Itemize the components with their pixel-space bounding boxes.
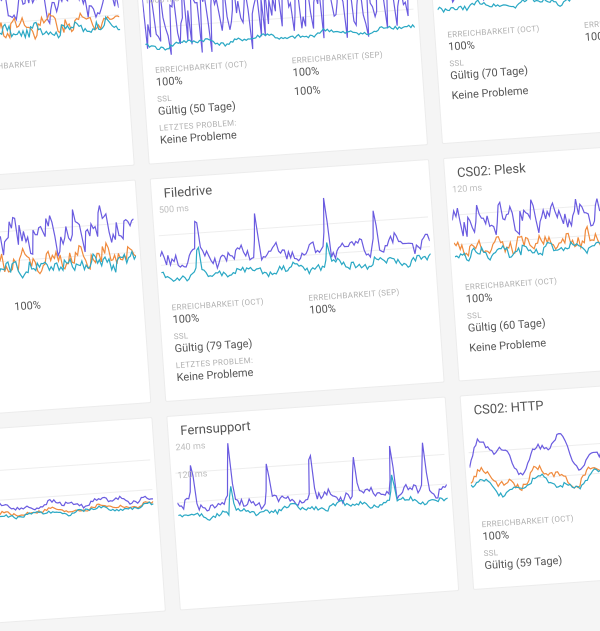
- monitor-card[interactable]: ERREICHBARKEIT (SEP)100%: [0, 417, 166, 631]
- chart-series-line: [173, 428, 447, 516]
- reachability-sep-value: [30, 530, 147, 538]
- chart-series-line: [176, 471, 448, 522]
- card-meta: RBARKEIT (SEP)100%: [0, 282, 145, 339]
- chart-series-line: [470, 459, 600, 500]
- monitor-card[interactable]: Filedrive500 msERREICHBARKEIT (OCT)100%E…: [150, 159, 445, 402]
- chart-series-line: [0, 6, 120, 51]
- reachability-sep-label: HBARKEIT: [0, 54, 115, 71]
- ssl-pct-value: 100%: [294, 77, 412, 98]
- reachability-sep-label: [30, 529, 147, 537]
- reachability-sep-value: 100%: [14, 292, 132, 313]
- monitor-card[interactable]: RBARKEIT (SEP)100%: [0, 180, 151, 423]
- reachability-sep-label: [325, 523, 442, 531]
- reachability-oct-value: 100%: [0, 548, 12, 569]
- chart-series-line: [160, 231, 432, 284]
- chart-series-line: [437, 0, 600, 15]
- monitor-card[interactable]: 1600 ms800 msERREICHBARKEIT (OCT)100%ERR…: [426, 0, 600, 144]
- monitor-card[interactable]: RBARKEIT (SEP)HBARKEIT: [0, 0, 135, 185]
- reachability-sep-value: [325, 524, 442, 532]
- chart-series-line: [157, 191, 431, 272]
- reachability-oct-label: [188, 533, 305, 541]
- reachability-oct-value: [188, 534, 305, 542]
- monitor-card[interactable]: Cloud-Learning.App2000 ms1000 msERREICHB…: [133, 0, 428, 165]
- chart-series-line: [467, 416, 600, 480]
- monitor-card[interactable]: CS02: HTTPERREICHBARKEIT (OCT)100%ERREIC…: [460, 376, 600, 590]
- chart-series-line: [451, 186, 600, 243]
- monitor-card[interactable]: CS02: Plesk120 msERREICHBARKEIT (OCT)100…: [443, 139, 600, 382]
- card-meta: ERREICHBARKEIT (OCT)100%ERREICHBARKEIT (…: [159, 277, 444, 401]
- card-meta: RBARKEIT (SEP)HBARKEIT: [0, 45, 128, 98]
- monitor-card[interactable]: Fernsupport240 ms120 ms: [166, 396, 459, 610]
- dashboard-grid: RBARKEIT (SEP)HBARKEITCloud-Learning.App…: [0, 0, 600, 631]
- card-meta: ERREICHBARKEIT (OCT)100%ERREICHBARKEIT (…: [142, 39, 427, 163]
- reachability-sep-label: ERREICHBARKEIT (SEP): [584, 13, 600, 30]
- card-meta: ERREICHBARKEIT (SEP)100%: [0, 520, 162, 586]
